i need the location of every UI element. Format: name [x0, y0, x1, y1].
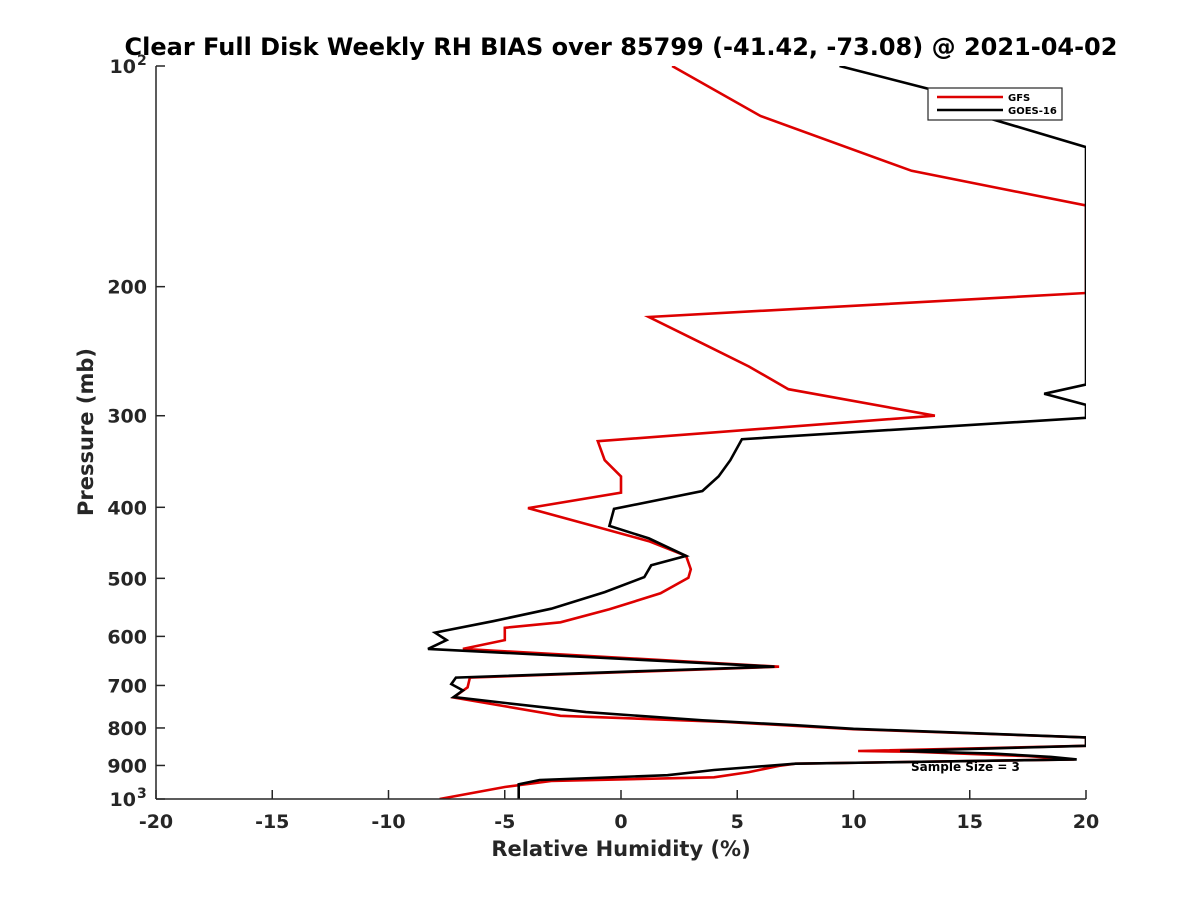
- x-tick-label: 5: [731, 811, 744, 833]
- y-tick-label: 400: [107, 497, 147, 519]
- x-axis-label: Relative Humidity (%): [491, 837, 750, 861]
- y-tick-exponent: 2: [137, 53, 147, 69]
- y-axis-label: Pressure (mb): [74, 348, 98, 516]
- y-tick-label: 900: [107, 755, 147, 777]
- y-tick-label: 800: [107, 718, 147, 740]
- series-layer: [427, 66, 1086, 799]
- y-tick-label: 500: [107, 568, 147, 590]
- y-tick-label: 10: [110, 56, 136, 78]
- x-ticks: -20 -15 -10 -5 0 5 10 15 20: [139, 790, 1099, 833]
- legend-label-gfs: GFS: [1008, 93, 1030, 104]
- plot-area-frame: [156, 66, 1086, 799]
- series-line-goes16: [427, 66, 1086, 799]
- chart-title: Clear Full Disk Weekly RH BIAS over 8579…: [125, 33, 1118, 61]
- y-tick-label: 700: [107, 675, 147, 697]
- x-tick-label: -5: [494, 811, 515, 833]
- x-tick-label: -10: [371, 811, 405, 833]
- series-line-gfs: [439, 66, 1086, 799]
- y-tick-label: 10: [110, 789, 136, 811]
- legend: GFS GOES-16: [927, 87, 1063, 121]
- sample-size-annotation: Sample Size = 3: [911, 760, 1020, 774]
- x-tick-label: 0: [614, 811, 627, 833]
- x-tick-label: 10: [840, 811, 866, 833]
- x-tick-label: -15: [255, 811, 289, 833]
- x-tick-label: 15: [957, 811, 983, 833]
- x-tick-label: 20: [1073, 811, 1099, 833]
- legend-box: [927, 87, 1063, 121]
- y-tick-exponent: 3: [137, 786, 147, 802]
- x-tick-label: -20: [139, 811, 173, 833]
- y-tick-label: 600: [107, 626, 147, 648]
- y-tick-label: 300: [107, 406, 147, 428]
- legend-label-goes16: GOES-16: [1008, 106, 1057, 117]
- y-tick-label: 200: [107, 277, 147, 299]
